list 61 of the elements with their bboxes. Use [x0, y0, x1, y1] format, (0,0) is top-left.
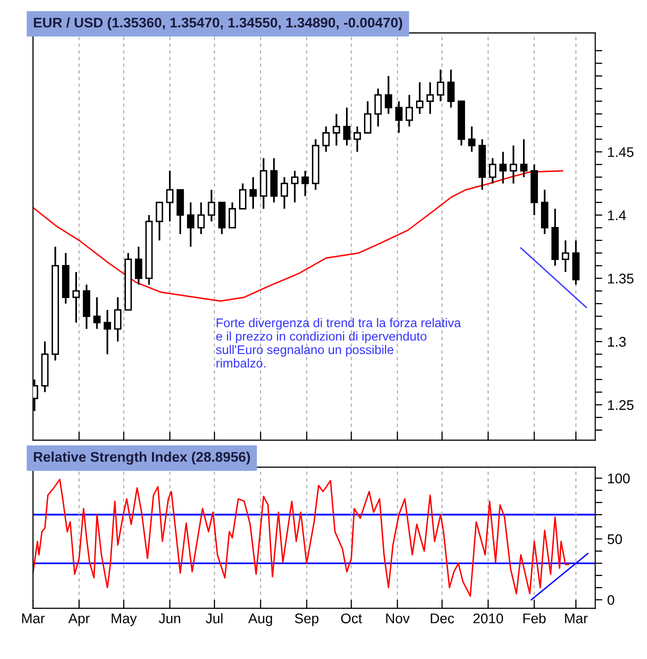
- candlestick: [291, 170, 298, 204]
- annotation: Forte divergenza di trend tra la forza relativa e il prezzo in condizioni di ipervenduto sull'Euro segnalano un possibile rimbalzo.: [216, 318, 461, 368]
- chart-title: EUR / USD (1.35360, 1.35470, 1.34550, 1.34890, -0.00470): [34, 17, 402, 30]
- y-tick-label: 1.4: [608, 210, 626, 220]
- candlestick: [562, 240, 570, 273]
- chart-title: Relative Strength Index (28.8956): [34, 452, 250, 465]
- x-tick-label: Jun: [158, 614, 180, 624]
- candlestick: [488, 157, 496, 184]
- x-tick-label: Nov: [386, 614, 410, 624]
- candlestick: [416, 81, 424, 115]
- candlestick: [395, 100, 403, 134]
- y-tick-label: 1.35: [608, 274, 634, 284]
- y-tick-label: 0: [608, 595, 614, 605]
- candlestick: [239, 182, 246, 210]
- candlestick: [436, 68, 444, 102]
- x-tick-label: May: [112, 614, 137, 626]
- candlestick: [93, 296, 101, 330]
- y-tick-label: 50: [608, 534, 622, 544]
- candlestick: [322, 126, 330, 153]
- candlestick: [332, 113, 340, 146]
- candlestick: [302, 170, 309, 197]
- candlestick: [249, 176, 257, 210]
- line-series: [32, 170, 564, 302]
- candlestick: [156, 202, 164, 242]
- x-tick-label: Mar: [565, 614, 588, 624]
- candlestick: [354, 126, 361, 153]
- candlestick: [114, 296, 122, 342]
- candlestick: [447, 68, 455, 108]
- candlestick: [499, 151, 507, 184]
- x-tick-label: 2010: [473, 613, 504, 624]
- candlestick: [186, 202, 194, 248]
- x-tick-label: Jul: [206, 613, 222, 624]
- candlestick: [228, 202, 236, 229]
- y-tick-label: 1.25: [608, 400, 634, 410]
- candlestick: [426, 81, 434, 115]
- line-series: [32, 478, 570, 597]
- y-tick-label: 1.45: [608, 147, 634, 158]
- candlestick: [364, 100, 372, 134]
- x-tick-label: Dec: [430, 614, 454, 624]
- x-tick-label: Aug: [248, 614, 272, 626]
- candlestick: [166, 170, 174, 222]
- candlestick: [520, 138, 528, 178]
- y-tick-label: 100: [608, 474, 630, 484]
- candlestick: [406, 94, 413, 128]
- x-tick-label: Sep: [294, 613, 318, 626]
- candlestick: [280, 176, 288, 210]
- candlestick: [343, 106, 351, 146]
- x-tick-label: Apr: [68, 614, 90, 626]
- x-tick-label: Oct: [341, 613, 362, 624]
- candlestick: [384, 75, 392, 115]
- candlestick: [134, 246, 142, 286]
- x-tick-label: Feb: [523, 613, 546, 624]
- candlestick: [510, 144, 518, 184]
- candlestick: [197, 202, 205, 235]
- candlestick: [468, 126, 476, 153]
- candlestick: [72, 271, 80, 324]
- candlestick: [374, 88, 382, 128]
- y-tick-label: 1.3: [608, 336, 626, 347]
- candlestick: [208, 188, 216, 222]
- candlestick: [104, 309, 112, 356]
- x-tick-label: Mar: [22, 614, 45, 624]
